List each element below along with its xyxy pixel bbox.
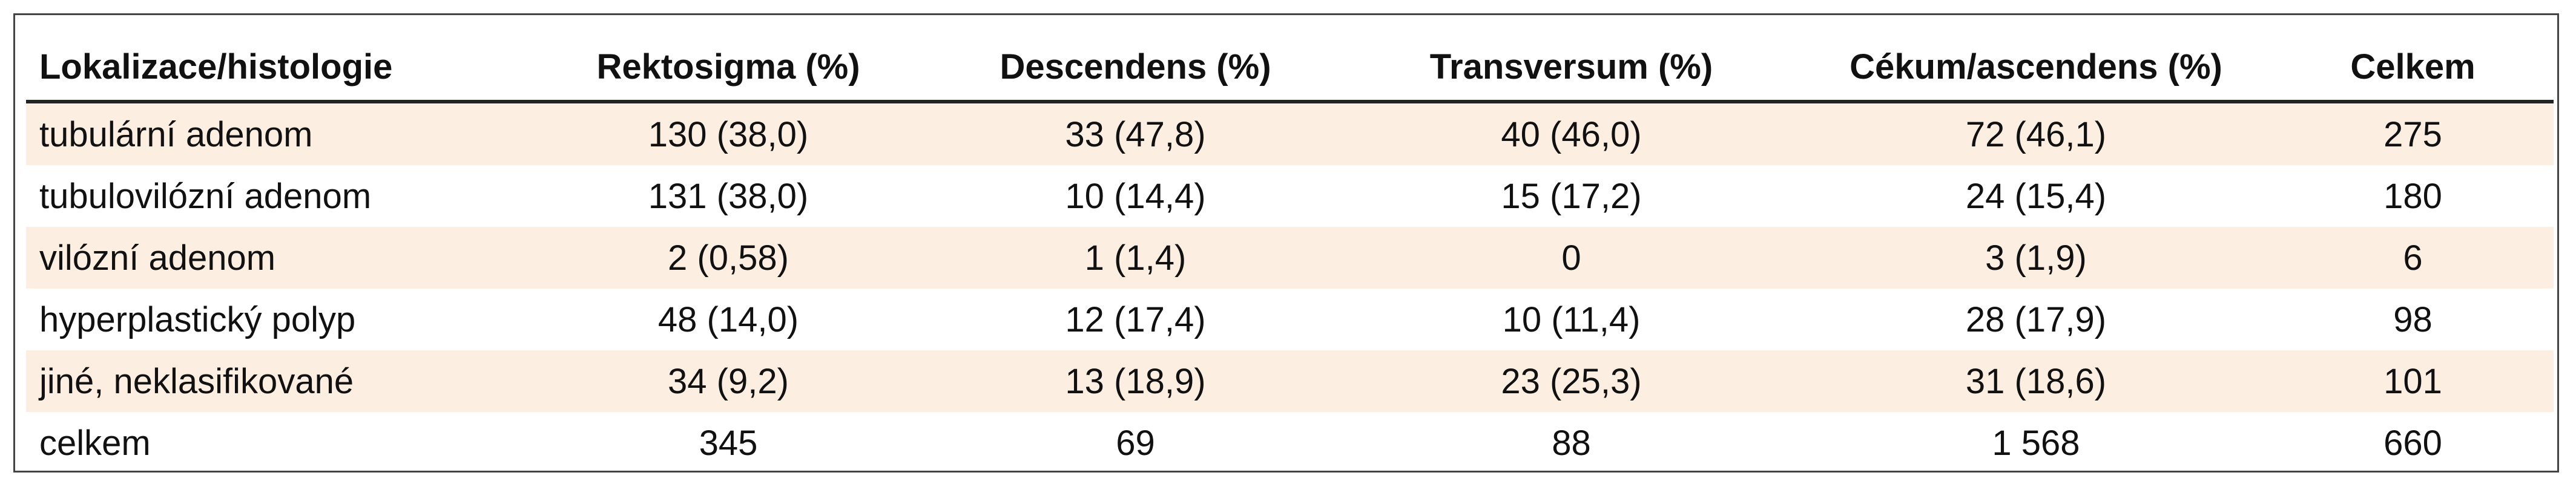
table-row: celkem 345 69 88 1 568 660 [26,412,2554,474]
table-cell: 275 [2272,102,2554,165]
table-cell: 24 (15,4) [1965,176,2107,216]
table-cell: 10 (11,4) [1502,299,1641,339]
table-cell: 69 [1116,423,1155,463]
table-row: tubulární adenom 130 (38,0) 33 (47,8) 40 (4… [26,102,2554,165]
row-label: tubulární adenom [26,102,529,165]
table-cell: 28 (17,9) [1965,299,2107,339]
table-cell: 31 (18,6) [1800,350,2272,412]
table-cell: 2 (0,58) [529,227,928,289]
header-cell: Celkem [2272,33,2554,103]
table-cell: 48 (14,0) [657,299,799,339]
header-row: Lokalizace/histologie Rektosigma (%) Desce… [26,33,2554,103]
header-cell: Transversum (%) [1343,33,1800,103]
table-cell: 13 (18,9) [928,350,1343,412]
table-row: hyperplastický polyp 48 (14,0) 12 (17,4) 10… [26,289,2554,350]
table-cell: 1 568 [1992,423,2080,463]
table-cell: 3 (1,9) [1800,227,2272,289]
table-frame: Lokalizace/histologie Rektosigma (%) Desce… [13,13,2559,473]
row-label: jiné, neklasifikované [26,350,529,412]
header-cell: Rektosigma (%) [529,33,928,103]
table-cell: 88 [1552,423,1591,463]
table-cell: 33 (47,8) [928,102,1343,165]
header-cell: Cékum/ascendens (%) [1800,33,2272,103]
row-label: tubulovilózní adenom [39,176,372,216]
table-cell: 15 (17,2) [1501,176,1642,216]
table-cell: 6 [2272,227,2554,289]
table-cell: 10 (14,4) [1065,176,1206,216]
table-row: jiné, neklasifikované 34 (9,2) 13 (18,9) 23… [26,350,2554,412]
table-cell: 98 [2393,299,2433,339]
table-body: tubulární adenom 130 (38,0) 33 (47,8) 40 (4… [26,102,2554,474]
table-row: vilózní adenom 2 (0,58) 1 (1,4) 0 3 (1,9) 6 [26,227,2554,289]
table-cell: 23 (25,3) [1343,350,1800,412]
row-label: vilózní adenom [26,227,529,289]
row-label: celkem [39,423,151,463]
table-cell: 72 (46,1) [1800,102,2272,165]
table-cell: 101 [2272,350,2554,412]
table-cell: 40 (46,0) [1343,102,1800,165]
table-cell: 34 (9,2) [529,350,928,412]
header-cell: Lokalizace/histologie [26,33,529,103]
table-cell: 180 [2383,176,2442,216]
table-row: tubulovilózní adenom 131 (38,0) 10 (14,4) 1… [26,165,2554,227]
table-cell: 0 [1343,227,1800,289]
table-cell: 660 [2383,423,2442,463]
header-cell: Descendens (%) [928,33,1343,103]
row-label: hyperplastický polyp [39,299,356,339]
table-cell: 12 (17,4) [1065,299,1206,339]
table-cell: 131 (38,0) [648,176,809,216]
table-cell: 1 (1,4) [928,227,1343,289]
table-cell: 345 [699,423,758,463]
data-table: Lokalizace/histologie Rektosigma (%) Desce… [26,33,2554,474]
table-cell: 130 (38,0) [529,102,928,165]
